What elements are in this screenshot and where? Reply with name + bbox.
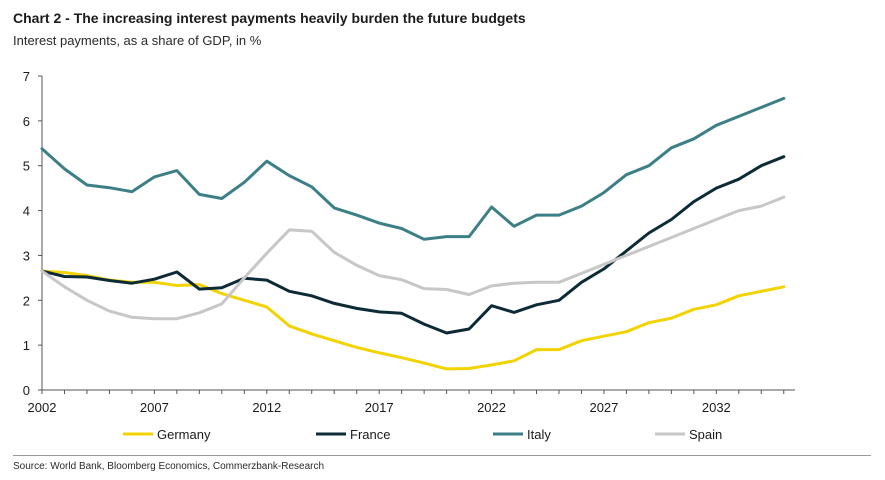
y-tick-label: 4 <box>23 204 30 219</box>
legend-label-italy: Italy <box>527 427 551 442</box>
x-tick-label: 2027 <box>589 400 618 415</box>
y-tick-label: 0 <box>23 383 30 398</box>
footer-divider <box>13 455 871 456</box>
x-tick-label: 2007 <box>140 400 169 415</box>
x-tick-label: 2032 <box>702 400 731 415</box>
y-tick-label: 6 <box>23 114 30 129</box>
axes: 0 1 2 3 4 5 6 7 2002 2007 2012 2017 2022 2027 2032 <box>23 69 795 415</box>
y-tick-label: 7 <box>23 69 30 84</box>
y-tick-label: 1 <box>23 338 30 353</box>
legend-label-germany: Germany <box>157 427 211 442</box>
y-tick-label: 3 <box>23 248 30 263</box>
legend: Germany France Italy Spain <box>123 427 722 442</box>
legend-label-spain: Spain <box>689 427 722 442</box>
series-line-france <box>40 155 786 335</box>
x-tick-label: 2002 <box>28 400 57 415</box>
source-note: Source: World Bank, Bloomberg Economics,… <box>13 461 325 472</box>
series-line-spain <box>40 195 786 321</box>
series-line-germany <box>40 269 786 371</box>
x-tick-label: 2017 <box>365 400 394 415</box>
y-tick-label: 5 <box>23 159 30 174</box>
legend-label-france: France <box>350 427 390 442</box>
series-lines <box>40 96 786 371</box>
y-tick-label: 2 <box>23 293 30 308</box>
x-tick-label: 2022 <box>477 400 506 415</box>
chart-subtitle: Interest payments, as a share of GDP, in… <box>13 33 262 48</box>
series-line-italy <box>40 96 786 241</box>
chart-title: Chart 2 - The increasing interest paymen… <box>13 10 526 26</box>
x-tick-label: 2012 <box>252 400 281 415</box>
